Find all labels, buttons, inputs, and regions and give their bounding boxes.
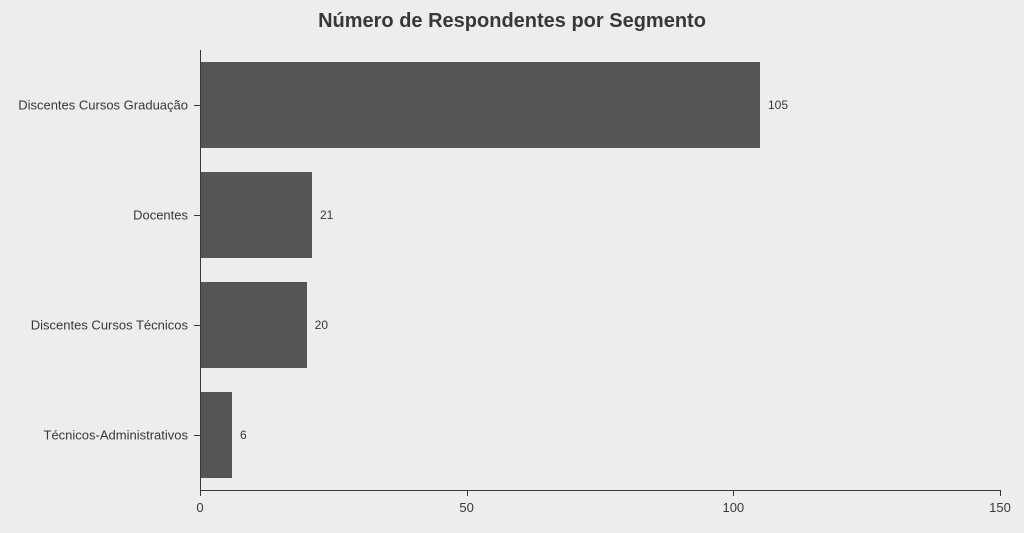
y-category-label: Discentes Cursos Técnicos	[31, 318, 188, 333]
plot-area: 050100150105Discentes Cursos Graduação21…	[200, 50, 1000, 490]
x-tick-label: 0	[196, 500, 203, 515]
x-tick-label: 150	[989, 500, 1011, 515]
bar-value-label: 20	[315, 318, 328, 332]
chart-title: Número de Respondentes por Segmento	[0, 10, 1024, 33]
x-tick-label: 100	[722, 500, 744, 515]
x-axis-line	[200, 490, 1000, 491]
x-tick	[200, 490, 201, 496]
bar	[200, 392, 232, 478]
y-category-label: Discentes Cursos Graduação	[18, 98, 188, 113]
x-tick-label: 50	[459, 500, 473, 515]
bar	[200, 282, 307, 368]
chart-container: Número de Respondentes por Segmento 0501…	[0, 0, 1024, 533]
y-category-label: Técnicos-Administrativos	[44, 428, 189, 443]
x-tick	[733, 490, 734, 496]
x-tick	[467, 490, 468, 496]
y-axis-line	[200, 50, 201, 490]
bar-value-label: 6	[240, 428, 247, 442]
bar-value-label: 21	[320, 208, 333, 222]
y-category-label: Docentes	[133, 208, 188, 223]
bar	[200, 62, 760, 148]
bar	[200, 172, 312, 258]
x-tick	[1000, 490, 1001, 496]
bar-value-label: 105	[768, 98, 788, 112]
